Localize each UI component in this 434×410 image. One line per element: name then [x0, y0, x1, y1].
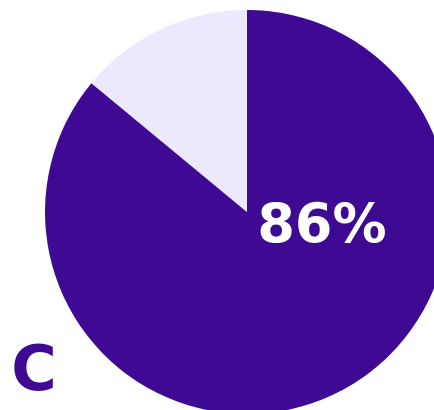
pie-slice-minor	[91, 10, 247, 212]
panel-letter-label: C	[11, 332, 57, 405]
percentage-data-label: 86%	[257, 192, 386, 255]
pie-slice-major	[45, 10, 434, 410]
pie-slices	[45, 10, 434, 410]
